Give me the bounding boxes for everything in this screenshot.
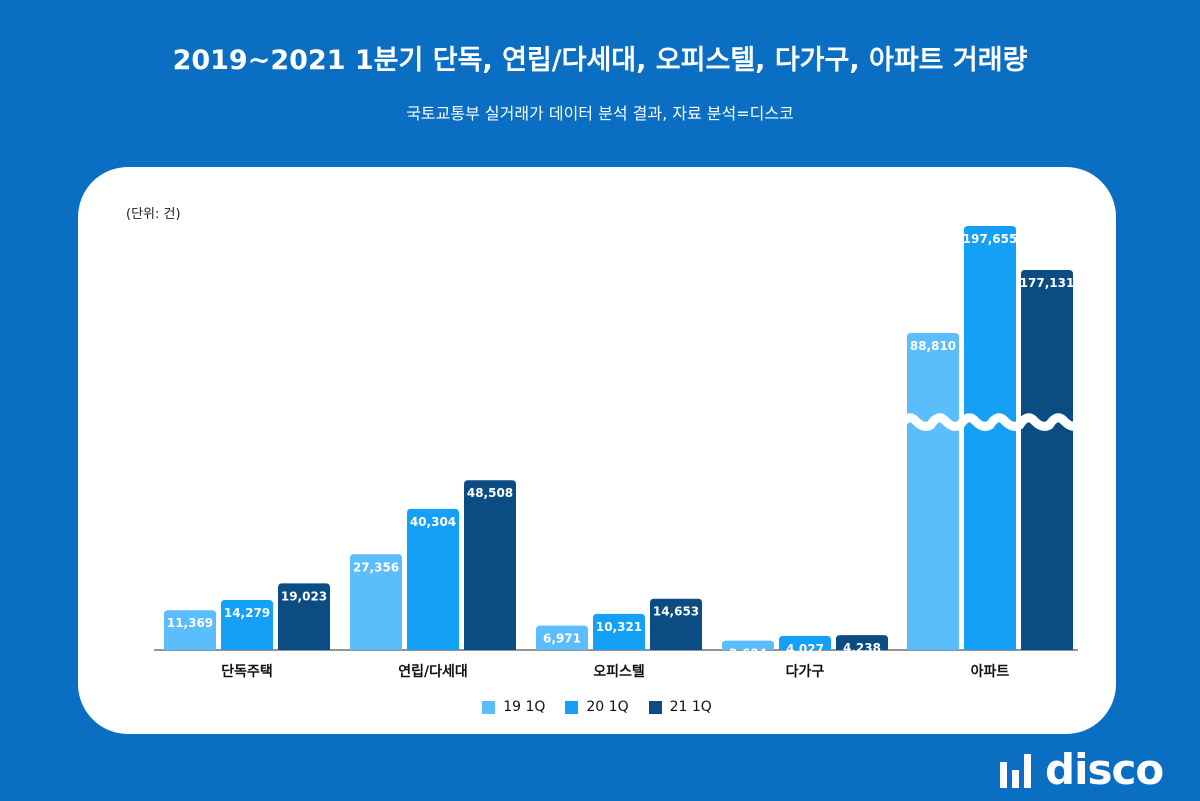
disco-logo: disco bbox=[1000, 745, 1164, 794]
axis-break-mark bbox=[897, 413, 1082, 431]
bar-0-2 bbox=[278, 583, 330, 650]
bar-1-0 bbox=[350, 554, 402, 650]
bar-0-0 bbox=[164, 610, 216, 650]
data-label-2-0: 6,971 bbox=[543, 632, 581, 646]
data-label-0-2: 19,023 bbox=[281, 589, 327, 603]
legend-swatch-20q1 bbox=[565, 700, 579, 714]
bar-3-2 bbox=[836, 635, 888, 650]
legend-label-20q1: 20 1Q bbox=[586, 699, 629, 715]
data-label-3-0: 2,684 bbox=[729, 647, 767, 661]
legend-item-21q1: 21 1Q bbox=[648, 699, 712, 715]
bar-4-0 bbox=[907, 333, 959, 650]
bar-1-1 bbox=[407, 508, 459, 650]
data-label-1-2: 48,508 bbox=[467, 486, 513, 500]
data-label-1-1: 40,304 bbox=[410, 515, 456, 529]
category-label-4: 아파트 bbox=[971, 663, 1010, 680]
bar-3-1 bbox=[779, 635, 831, 650]
bar-chart: 11,369 14,279 19,023 단독주택 27,356 40,304 48,508… bbox=[154, 226, 1082, 680]
data-label-3-1: 4,027 bbox=[786, 642, 824, 656]
chart-card: (단위: 건) 11,369 14,279 19,023 단독주택 27,356 40,3… bbox=[78, 167, 1116, 734]
unit-label: (단위: 건) bbox=[126, 207, 181, 222]
data-label-4-0: 88,810 bbox=[910, 339, 956, 353]
legend-label-21q1: 21 1Q bbox=[669, 699, 712, 715]
data-label-4-2: 177,131 bbox=[1020, 276, 1075, 290]
data-label-4-1: 197,655 bbox=[963, 232, 1018, 246]
chart-title: 2019~2021 1분기 단독, 연립/다세대, 오피스텔, 다가구, 아파트… bbox=[172, 45, 1028, 76]
category-label-1: 연립/다세대 bbox=[398, 664, 468, 680]
logo-bars-icon bbox=[1000, 750, 1031, 793]
data-label-2-1: 10,321 bbox=[596, 620, 642, 634]
legend-label-19q1: 19 1Q bbox=[503, 699, 546, 715]
bar-0-1 bbox=[221, 600, 273, 650]
bar-2-2 bbox=[650, 598, 702, 650]
chart-subtitle: 국토교통부 실거래가 데이터 분석 결과, 자료 분석=디스코 bbox=[406, 104, 794, 123]
legend-swatch-21q1 bbox=[648, 700, 662, 714]
logo-text: disco bbox=[1045, 745, 1164, 794]
data-label-0-1: 14,279 bbox=[224, 606, 270, 620]
data-label-2-2: 14,653 bbox=[653, 605, 699, 619]
bar-2-0 bbox=[536, 625, 588, 650]
data-label-3-2: 4,238 bbox=[843, 641, 881, 655]
legend: 19 1Q 20 1Q 21 1Q bbox=[78, 699, 1116, 715]
legend-swatch-19q1 bbox=[482, 700, 496, 714]
bar-4-2 bbox=[1021, 270, 1073, 650]
data-label-0-0: 11,369 bbox=[167, 616, 213, 630]
bar-2-1 bbox=[593, 613, 645, 650]
bar-4-1 bbox=[964, 226, 1016, 650]
category-label-2: 오피스텔 bbox=[593, 664, 645, 680]
bar-1-2 bbox=[464, 480, 516, 650]
data-label-1-0: 27,356 bbox=[353, 560, 399, 574]
legend-item-20q1: 20 1Q bbox=[565, 699, 629, 715]
legend-item-19q1: 19 1Q bbox=[482, 699, 545, 715]
bar-3-0 bbox=[722, 640, 774, 650]
category-label-0: 단독주택 bbox=[221, 663, 273, 680]
category-label-3: 다가구 bbox=[786, 664, 825, 680]
